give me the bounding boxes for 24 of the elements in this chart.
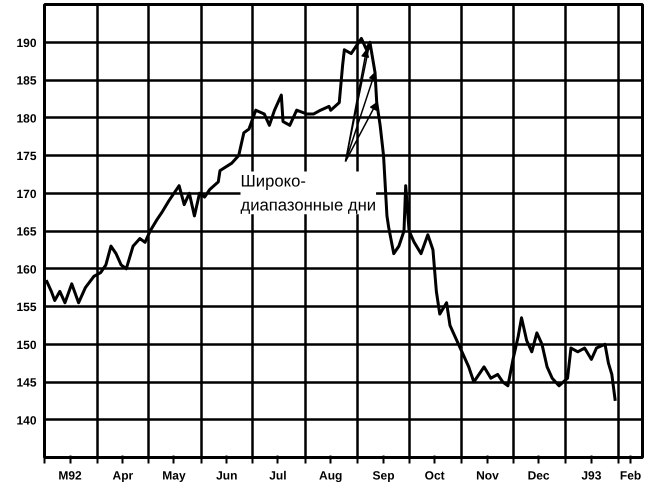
x-tick-label: Apr bbox=[112, 468, 134, 482]
y-tick-label: 170 bbox=[16, 186, 37, 201]
y-tick-label: 180 bbox=[16, 111, 37, 126]
x-tick-label: J93 bbox=[581, 468, 602, 482]
y-tick-label: 190 bbox=[16, 36, 37, 50]
y-tick-label: 185 bbox=[16, 74, 37, 88]
y-tick-label: 175 bbox=[16, 149, 37, 163]
y-tick-label: 160 bbox=[16, 262, 37, 276]
x-tick-label: Oct bbox=[424, 468, 445, 482]
y-tick-label: 145 bbox=[16, 376, 37, 390]
x-tick-label: Jul bbox=[269, 468, 287, 482]
x-tick-label: Sep bbox=[372, 468, 395, 482]
y-tick-label: 165 bbox=[16, 224, 37, 238]
x-tick-label: Dec bbox=[528, 468, 550, 482]
x-tick-label: Nov bbox=[476, 468, 500, 482]
x-tick-label: Aug bbox=[319, 468, 342, 482]
x-tick-label: Feb bbox=[620, 468, 642, 482]
y-tick-label: 155 bbox=[16, 300, 37, 314]
x-tick-label: May bbox=[162, 468, 186, 482]
annotation: Широко- диапазонные дни bbox=[240, 172, 376, 214]
x-tick-label: Jun bbox=[216, 468, 238, 482]
x-tick-label: M92 bbox=[58, 468, 82, 482]
y-tick-label: 150 bbox=[16, 338, 37, 352]
y-tick-label: 140 bbox=[16, 413, 37, 428]
